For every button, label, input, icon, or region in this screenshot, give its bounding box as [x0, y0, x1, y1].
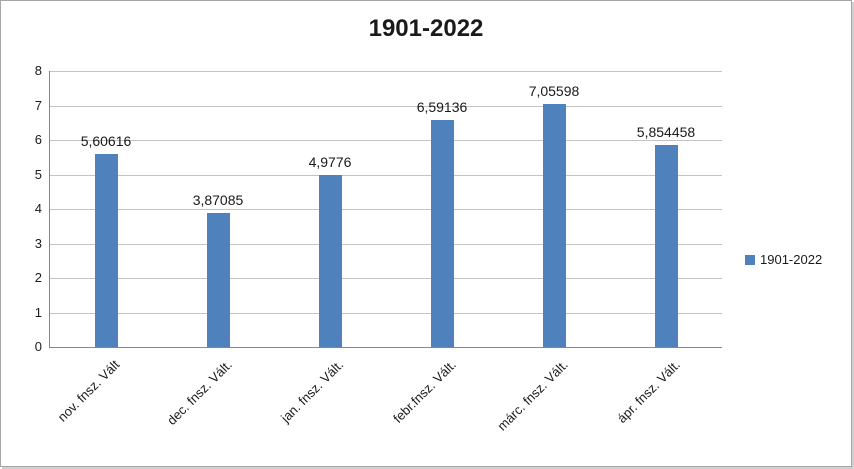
x-axis-category-label: nov. fnsz. Vált [54, 357, 123, 425]
y-axis-tick-label: 7 [34, 97, 42, 113]
bar-value-label: 6,59136 [416, 98, 468, 115]
y-axis-tick-label: 2 [34, 270, 42, 285]
x-axis-category-label: ápr. fnsz. Vált. [613, 357, 683, 426]
legend-swatch-icon [745, 254, 755, 265]
y-axis-tick-label: 8 [34, 63, 42, 78]
bar-5 [654, 145, 678, 347]
bar-1 [206, 213, 230, 347]
bar-value-label: 5,854458 [636, 124, 696, 141]
y-axis-tick-label: 4 [34, 201, 42, 216]
bar-3 [430, 119, 454, 347]
bar-value-label: 7,05598 [528, 82, 580, 99]
gridline [50, 105, 722, 107]
y-axis-tick-label: 0 [34, 339, 42, 354]
chart-title: 1901-2022 [368, 15, 484, 42]
bar-value-label: 4,9776 [308, 154, 352, 171]
y-axis-tick-label: 1 [34, 304, 42, 320]
y-axis-tick-label: 5 [34, 166, 42, 182]
gridline [50, 71, 722, 72]
bar-4 [542, 103, 566, 347]
bar-2 [318, 175, 342, 347]
gridline [50, 174, 722, 176]
x-axis-category-label: dec. fnsz. Vált. [163, 357, 235, 428]
gridline [50, 312, 722, 314]
bar-value-label: 3,87085 [192, 192, 244, 209]
x-axis-category-label: febr.fnsz. Vált. [389, 357, 459, 426]
bar-0 [94, 153, 118, 347]
y-axis-tick-label: 3 [34, 235, 42, 251]
y-axis-tick-label: 6 [34, 132, 42, 147]
x-axis-category-label: márc. fnsz. Vált. [494, 357, 571, 434]
gridline [50, 140, 722, 141]
gridline [50, 278, 722, 279]
legend: 1901-2022 [745, 252, 822, 267]
legend-label: 1901-2022 [760, 252, 823, 267]
x-axis-category-label: jan. fnsz. Vált. [278, 357, 347, 426]
plot-area: 0 1 2 3 4 5 6 7 8 5,60616 nov. fnsz. Vált 3,87085 de… [35, 64, 722, 434]
bar-value-label: 5,60616 [80, 132, 132, 149]
gridline [50, 209, 722, 210]
gridline [50, 243, 722, 245]
